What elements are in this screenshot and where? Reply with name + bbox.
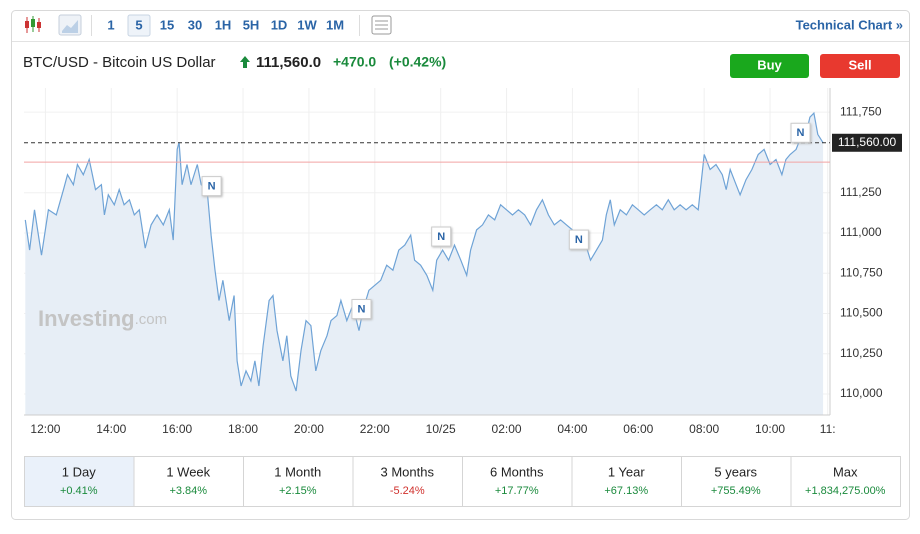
interval-button[interactable]: 1H: [215, 17, 232, 32]
news-marker[interactable]: [568, 229, 589, 250]
x-tick-label: 18:00: [228, 422, 258, 436]
interval-button[interactable]: 15: [160, 17, 174, 32]
area-fill: [25, 113, 824, 415]
period-change: -5.24%: [390, 485, 425, 497]
x-tick-label: 16:00: [162, 422, 192, 436]
period-label[interactable]: 1 Week: [166, 464, 210, 479]
watermark-brand: Investing: [38, 306, 135, 331]
period-label[interactable]: Max: [833, 464, 858, 479]
x-tick-label: 11:: [820, 422, 836, 436]
news-marker-label[interactable]: N: [797, 127, 805, 139]
period-label[interactable]: 5 years: [714, 464, 757, 479]
buy-label[interactable]: Buy: [757, 57, 782, 72]
x-tick-label: 06:00: [623, 422, 653, 436]
interval-button[interactable]: 1D: [271, 17, 288, 32]
last-price: 111,560.0: [256, 54, 321, 71]
news-marker-label[interactable]: N: [357, 303, 365, 315]
period-change: +2.15%: [279, 485, 317, 497]
candle-icon[interactable]: [25, 16, 41, 33]
news-marker-label[interactable]: N: [208, 181, 216, 193]
watermark-suffix: .com: [135, 311, 168, 328]
x-tick-label: 02:00: [492, 422, 522, 436]
period-change: +755.49%: [711, 485, 761, 497]
x-tick-label: 04:00: [557, 422, 587, 436]
x-tick-label: 22:00: [360, 422, 390, 436]
watermark: Investing.com: [38, 306, 167, 331]
price-change: +470.0: [333, 54, 376, 70]
period-change: +17.77%: [495, 485, 539, 497]
y-tick-label: 110,250: [840, 346, 883, 360]
x-tick-label: 14:00: [96, 422, 126, 436]
y-tick-label: 110,750: [840, 265, 883, 279]
news-marker[interactable]: [790, 122, 811, 143]
period-label[interactable]: 1 Day: [62, 464, 96, 479]
period-label[interactable]: 3 Months: [381, 464, 435, 479]
x-tick-label: 08:00: [689, 422, 719, 436]
period-label[interactable]: 6 Months: [490, 464, 544, 479]
x-tick-label: 10:00: [755, 422, 785, 436]
period-change: +3.84%: [169, 485, 207, 497]
period-change: +0.41%: [60, 485, 98, 497]
current-price-label: 111,560.00: [838, 135, 897, 149]
instrument-name: BTC/USD - Bitcoin US Dollar: [23, 54, 216, 71]
interval-button[interactable]: 5: [135, 17, 142, 32]
y-tick-label: 110,500: [840, 306, 883, 320]
interval-button[interactable]: 1W: [297, 17, 317, 32]
interval-button[interactable]: 30: [188, 17, 202, 32]
sell-label[interactable]: Sell: [848, 57, 871, 72]
price-line: [24, 111, 824, 392]
active-interval-box: [127, 14, 151, 37]
news-marker[interactable]: [201, 176, 222, 197]
current-price-box: [832, 133, 902, 152]
table-icon[interactable]: [371, 15, 392, 35]
y-tick-label: 111,750: [840, 104, 882, 118]
area-icon[interactable]: [58, 14, 82, 36]
technical-chart-link[interactable]: Technical Chart »: [796, 17, 903, 32]
y-tick-label: 111,000: [840, 225, 882, 239]
period-change: +67.13%: [604, 485, 648, 497]
news-marker-label[interactable]: N: [575, 234, 583, 246]
news-marker[interactable]: [351, 299, 372, 320]
news-marker-label[interactable]: N: [437, 231, 445, 243]
period-change: +1,834,275.00%: [805, 485, 886, 497]
y-tick-label: 110,000: [840, 386, 883, 400]
price-change-percent: (+0.42%): [389, 54, 446, 70]
x-tick-label: 12:00: [30, 422, 60, 436]
news-marker[interactable]: [431, 226, 452, 247]
sell-button[interactable]: [820, 54, 900, 78]
interval-button[interactable]: 1: [107, 17, 114, 32]
period-label[interactable]: 1 Month: [274, 464, 321, 479]
y-tick-label: 111,250: [840, 185, 882, 199]
interval-button[interactable]: 5H: [243, 17, 260, 32]
up-arrow: [240, 56, 250, 68]
interval-button[interactable]: 1M: [326, 17, 344, 32]
x-tick-label: 20:00: [294, 422, 324, 436]
buy-button[interactable]: [730, 54, 809, 78]
x-tick-label: 10/25: [426, 422, 456, 436]
period-label[interactable]: 1 Year: [608, 464, 646, 479]
active-period-cell: [25, 457, 134, 506]
